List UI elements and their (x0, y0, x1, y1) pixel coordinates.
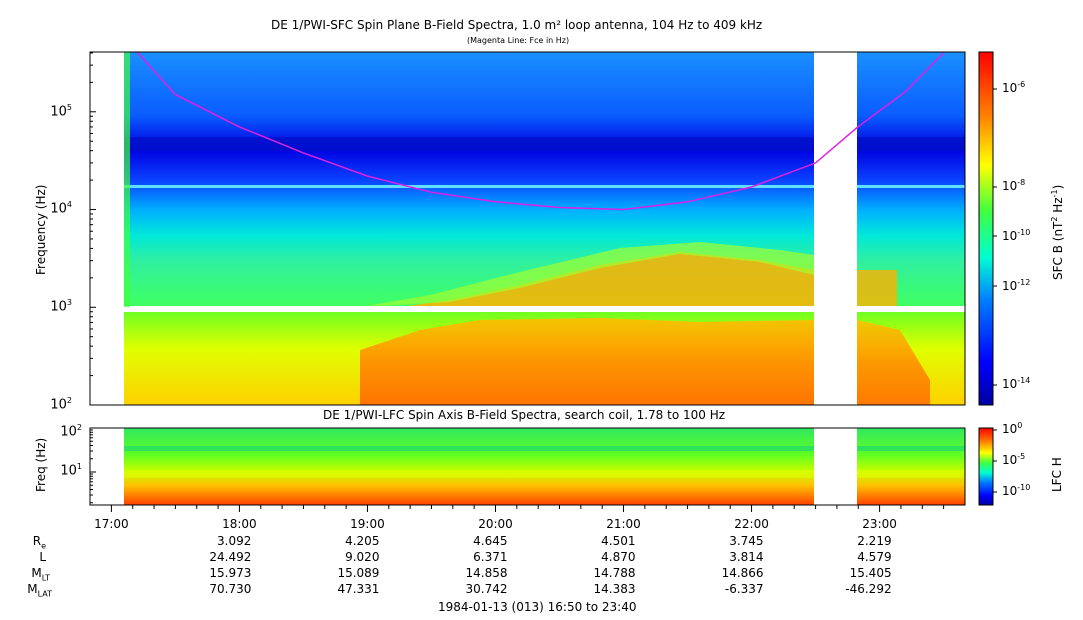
ephemeris-value: 30.742 (465, 582, 508, 596)
top-colorbar-ticks (993, 88, 997, 386)
ephemeris-value: 2.219 (857, 534, 892, 548)
x-axis-ticks (110, 505, 945, 512)
orange-low-band-region (360, 318, 814, 405)
time-range-footer: 1984-01-13 (013) 16:50 to 23:40 (438, 600, 637, 614)
orange-emission-right (857, 270, 897, 307)
ephemeris-label-re: Re (32, 534, 46, 551)
top-ytick-label-1e3: 103 (50, 298, 72, 315)
top-colorbar-label-1e-10: 10-10 (1002, 228, 1031, 243)
cyan-line (124, 185, 814, 188)
top-panel-title: DE 1/PWI-SFC Spin Plane B-Field Spectra,… (271, 18, 763, 32)
top-colorbar-label-1e-8: 10-8 (1002, 178, 1026, 193)
bottom-colorbar-title: LFC H (1050, 457, 1064, 492)
top-y-axis-label: Frequency (Hz) (34, 184, 48, 276)
ephemeris-value: 24.492 (209, 550, 252, 564)
data-gap-start (90, 52, 124, 405)
top-ytick-label-1e2: 102 (50, 396, 72, 413)
bottom-panel-frame (89, 427, 966, 506)
bottom-y-axis-label: Freq (Hz) (34, 437, 48, 492)
bottom-colorbar (978, 427, 994, 506)
lfc-band-1-right (857, 446, 965, 451)
ephemeris-value: 14.858 (465, 566, 508, 580)
top-colorbar (978, 51, 994, 406)
ephemeris-value: 15.973 (209, 566, 252, 580)
top-spectrogram-high-band-right (857, 52, 965, 307)
x-tick-label: 17:00 (94, 517, 129, 531)
top-panel-frame (89, 51, 966, 406)
ephemeris-value: 6.371 (473, 550, 508, 564)
dark-band-right (857, 137, 965, 151)
x-tick-label: 20:00 (478, 517, 513, 531)
x-tick-label: 19:00 (350, 517, 385, 531)
ephemeris-value: 3.092 (217, 534, 252, 548)
green-emission-hiss (360, 242, 814, 307)
ephemeris-label-mlat: MLAT (27, 582, 52, 599)
ephemeris-label-l: L (39, 550, 46, 564)
bottom-y-ticks (90, 427, 96, 504)
ephemeris-value: 3.814 (729, 550, 764, 564)
top-ytick-label-1e5: 105 (50, 103, 72, 120)
ephemeris-value: -46.292 (845, 582, 892, 596)
lfc-spectrogram-right (857, 428, 965, 505)
bottom-panel-title: DE 1/PWI-LFC Spin Axis B-Field Spectra, … (323, 408, 726, 422)
ephemeris-value: 14.788 (593, 566, 636, 580)
x-tick-label: 18:00 (222, 517, 257, 531)
top-colorbar-label-1e-6: 10-6 (1002, 80, 1026, 95)
ephemeris-value: 15.405 (849, 566, 892, 580)
ephemeris-value: 15.089 (337, 566, 380, 580)
top-colorbar-title: SFC B (nT2 Hz-1) (1050, 184, 1065, 280)
ephemeris-value: 14.383 (593, 582, 636, 596)
lfc-band-2 (124, 470, 814, 478)
x-tick-label: 21:00 (606, 517, 641, 531)
ephemeris-value: 4.645 (473, 534, 508, 548)
ephemeris-value: 4.579 (857, 550, 892, 564)
cyan-line-right (857, 185, 965, 188)
fce-magenta-line (136, 51, 945, 211)
x-tick-label: 23:00 (862, 517, 897, 531)
bottom-colorbar-label-1e-10: 10-10 (1002, 483, 1031, 498)
bottom-colorbar-label-1e-5: 10-5 (1002, 452, 1026, 467)
orange-emission-hiss (400, 252, 814, 307)
top-y-ticks (90, 52, 96, 406)
top-ytick-label-1e4: 104 (50, 200, 72, 217)
lfc-spectrogram (124, 428, 814, 505)
ephemeris-value: 47.331 (337, 582, 380, 596)
orange-low-band-right (857, 320, 930, 405)
ephemeris-value: -6.337 (724, 582, 764, 596)
ephemeris-value: 4.205 (345, 534, 380, 548)
x-tick-label: 22:00 (734, 517, 769, 531)
top-colorbar-label-1e-12: 10-12 (1002, 278, 1031, 293)
bottom-colorbar-ticks (993, 429, 997, 493)
green-initial-column (124, 52, 130, 307)
ephemeris-value: 9.020 (345, 550, 380, 564)
top-panel-subtitle: (Magenta Line: Fce in Hz) (467, 36, 570, 45)
data-gap-middle (814, 52, 857, 405)
lfc-band-1 (124, 446, 814, 451)
bottom-ytick-label-1e1: 101 (60, 462, 82, 479)
ephemeris-label-mlt: MLT (31, 566, 50, 583)
lfc-gap-middle (814, 428, 857, 505)
ephemeris-value: 3.745 (729, 534, 764, 548)
ephemeris-value: 4.870 (601, 550, 636, 564)
bottom-spectrogram-panel (89, 427, 966, 506)
ephemeris-value: 4.501 (601, 534, 636, 548)
dark-band (124, 137, 814, 151)
ephemeris-value: 14.866 (721, 566, 764, 580)
ephemeris-value: 70.730 (209, 582, 252, 596)
bottom-colorbar-label-1e0: 100 (1002, 421, 1023, 436)
frequency-gap-1khz (90, 306, 965, 312)
bottom-ytick-label-1e2: 102 (60, 423, 82, 440)
lfc-band-2-right (857, 470, 965, 478)
top-spectrogram-panel (89, 51, 966, 406)
top-colorbar-label-1e-14: 10-14 (1002, 376, 1031, 391)
